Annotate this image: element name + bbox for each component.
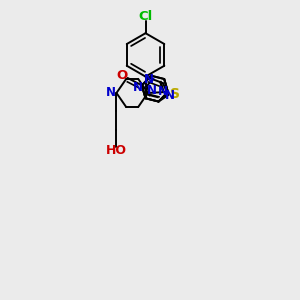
Text: O: O bbox=[117, 69, 128, 82]
Text: N: N bbox=[106, 86, 116, 100]
Text: Cl: Cl bbox=[138, 10, 153, 23]
Text: N: N bbox=[146, 84, 157, 97]
Text: HO: HO bbox=[106, 144, 127, 157]
Text: N: N bbox=[133, 81, 143, 94]
Text: N: N bbox=[165, 89, 175, 102]
Text: S: S bbox=[170, 87, 180, 101]
Text: N: N bbox=[144, 73, 154, 86]
Text: N: N bbox=[158, 85, 167, 98]
